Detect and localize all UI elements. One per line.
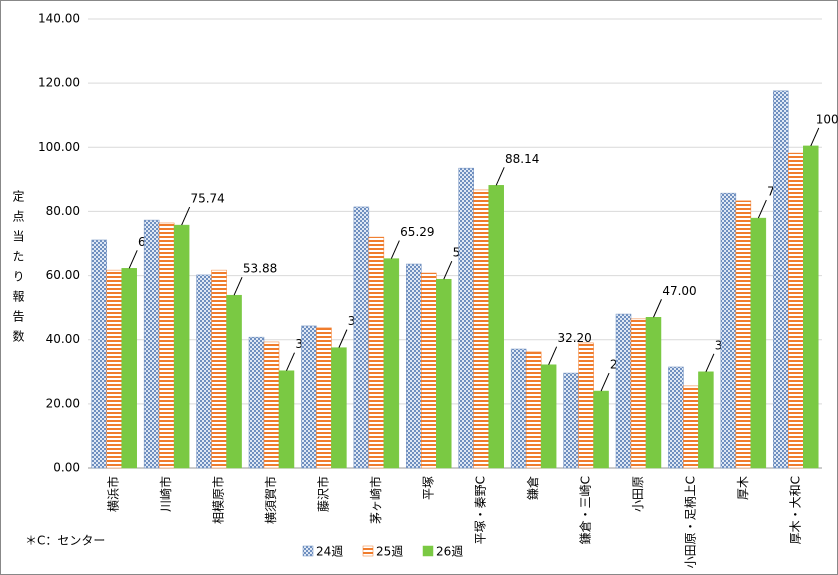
data-label: 47.00 <box>662 284 696 298</box>
bar <box>510 348 527 469</box>
leader-line <box>390 240 400 259</box>
bar <box>750 217 767 469</box>
x-tick-label: 鎌倉・三崎C <box>578 476 593 544</box>
legend-label: 24週 <box>316 545 343 559</box>
y-axis-label: 定点当たり報告数 <box>11 189 25 350</box>
x-tick-label: 茅ヶ崎市 <box>368 476 383 524</box>
y-tick-label: 80.00 <box>46 204 80 218</box>
bar <box>263 341 280 469</box>
bar <box>331 347 347 469</box>
bar <box>383 258 400 469</box>
bar <box>91 239 107 469</box>
x-tick-label: 厚木・大和C <box>788 476 802 544</box>
bar <box>563 372 579 469</box>
y-tick-label: 140.00 <box>38 12 80 26</box>
bar <box>615 313 632 469</box>
legend-swatch <box>362 545 374 557</box>
leader-line <box>810 127 820 147</box>
note: ＊C：センター <box>25 534 105 548</box>
data-label: 88.14 <box>505 152 539 166</box>
leader-line <box>286 352 295 371</box>
bar <box>421 272 437 469</box>
x-tick-label: 横浜市 <box>106 476 121 512</box>
bar <box>368 236 385 469</box>
x-tick-label: 平塚 <box>421 476 435 500</box>
y-tick-label: 20.00 <box>46 396 80 410</box>
bar <box>720 192 737 469</box>
bar <box>106 269 122 469</box>
y-tick-label: 100.00 <box>38 140 80 154</box>
leader-line <box>338 329 348 348</box>
bar <box>121 268 137 469</box>
y-tick-label: 120.00 <box>38 76 80 90</box>
bar <box>278 370 295 469</box>
bar <box>630 318 647 469</box>
bar <box>473 189 489 469</box>
leader-line <box>548 346 558 365</box>
x-tick-label: 平塚・秦野C <box>474 476 488 544</box>
leader-line <box>653 299 662 318</box>
bar <box>668 366 684 469</box>
bar <box>735 200 752 469</box>
legend-label: 26週 <box>436 545 463 559</box>
data-label: 32.20 <box>557 331 591 345</box>
bar <box>458 167 474 469</box>
bar <box>353 206 370 469</box>
legend-swatch <box>422 545 434 557</box>
bar <box>578 342 594 469</box>
y-tick-label: 40.00 <box>46 332 80 346</box>
data-label: 75.74 <box>190 192 224 206</box>
data-label: 65.29 <box>400 225 434 239</box>
x-tick-label: 鎌倉 <box>525 476 540 500</box>
bar <box>525 351 542 469</box>
bar <box>803 145 819 469</box>
bar <box>143 219 160 469</box>
bar <box>211 269 227 469</box>
leader-line <box>443 261 453 280</box>
leader-line <box>233 276 243 296</box>
bar <box>698 371 714 469</box>
bar <box>248 336 265 469</box>
leader-line <box>495 167 505 186</box>
leader-line <box>757 199 767 219</box>
bar <box>773 90 789 469</box>
leader-line <box>128 250 138 269</box>
bar <box>158 222 175 469</box>
bar <box>683 385 699 469</box>
x-tick-label: 小田原・足柄上C <box>683 476 697 568</box>
x-tick-label: 横須賀市 <box>263 476 278 524</box>
leader-line <box>600 372 610 392</box>
legend-swatch <box>302 545 314 557</box>
bar <box>173 224 190 469</box>
bar <box>406 263 422 469</box>
bar <box>196 274 212 469</box>
legend-label: 25週 <box>376 545 403 559</box>
x-tick-label: 相模原市 <box>211 476 226 524</box>
bar <box>788 152 804 469</box>
y-tick-label: 0.00 <box>53 461 80 475</box>
y-tick-label: 60.00 <box>46 268 80 282</box>
bar <box>316 327 332 469</box>
bar <box>301 325 317 469</box>
bar <box>488 185 504 469</box>
data-label: 53.88 <box>243 262 277 276</box>
x-tick-label: 小田原 <box>631 476 645 512</box>
data-label: 100.43 <box>816 112 838 126</box>
leader-line <box>705 353 715 372</box>
bar <box>226 294 242 469</box>
x-tick-label: 藤沢市 <box>315 476 330 512</box>
x-tick-label: 川崎市 <box>158 476 173 512</box>
bar <box>540 364 557 469</box>
bar <box>645 317 662 469</box>
bar <box>593 390 609 469</box>
leader-line <box>181 206 191 226</box>
bar <box>436 278 452 469</box>
x-tick-label: 厚木 <box>736 476 750 500</box>
